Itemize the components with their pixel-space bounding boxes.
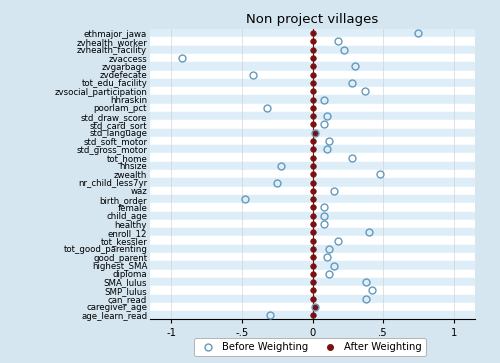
Bar: [150, 54, 475, 62]
Bar: [150, 70, 475, 79]
Bar: [150, 245, 475, 253]
Bar: [150, 286, 475, 294]
Bar: [150, 261, 475, 270]
Bar: [150, 170, 475, 178]
Bar: [150, 195, 475, 203]
Bar: [150, 303, 475, 311]
Bar: [150, 120, 475, 129]
Bar: [150, 87, 475, 95]
Bar: [150, 162, 475, 170]
X-axis label: Standardized bias: Standardized bias: [268, 343, 358, 352]
Bar: [150, 154, 475, 162]
Bar: [150, 212, 475, 220]
Title: Non project villages: Non project villages: [246, 13, 378, 26]
Bar: [150, 187, 475, 195]
Bar: [150, 253, 475, 261]
Bar: [150, 228, 475, 236]
Bar: [150, 46, 475, 54]
Bar: [150, 62, 475, 70]
Bar: [150, 95, 475, 104]
Bar: [150, 270, 475, 278]
Bar: [150, 278, 475, 286]
Bar: [150, 311, 475, 319]
Bar: [150, 220, 475, 228]
Bar: [150, 236, 475, 245]
Legend: Before Weighting, After Weighting: Before Weighting, After Weighting: [194, 338, 426, 356]
Bar: [150, 29, 475, 37]
Bar: [150, 37, 475, 46]
Bar: [150, 145, 475, 154]
Bar: [150, 203, 475, 212]
Bar: [150, 129, 475, 137]
Bar: [150, 79, 475, 87]
Bar: [150, 137, 475, 145]
Bar: [150, 104, 475, 112]
Bar: [150, 112, 475, 120]
Bar: [150, 294, 475, 303]
Bar: [150, 178, 475, 187]
